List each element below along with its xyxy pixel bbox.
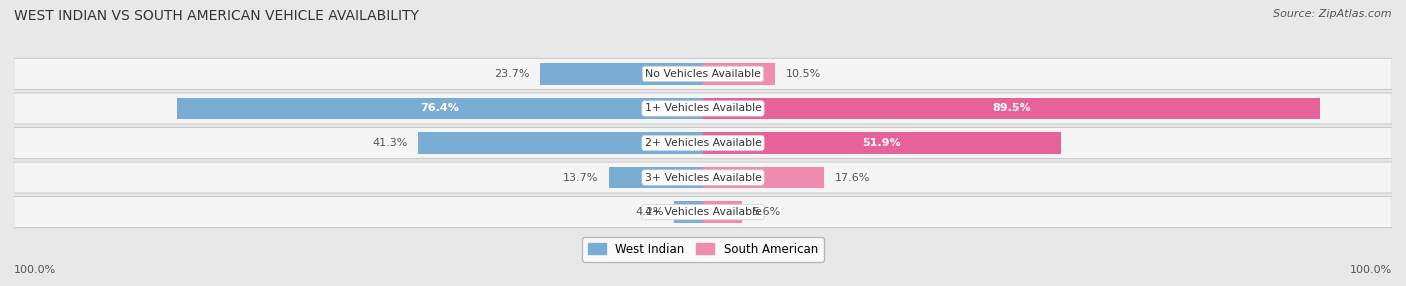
Text: 51.9%: 51.9% <box>862 138 901 148</box>
Text: WEST INDIAN VS SOUTH AMERICAN VEHICLE AVAILABILITY: WEST INDIAN VS SOUTH AMERICAN VEHICLE AV… <box>14 9 419 23</box>
Text: 13.7%: 13.7% <box>562 172 599 182</box>
Text: 5.6%: 5.6% <box>752 207 780 217</box>
Bar <box>673 201 703 223</box>
Text: 1+ Vehicles Available: 1+ Vehicles Available <box>644 104 762 114</box>
Text: 4+ Vehicles Available: 4+ Vehicles Available <box>644 207 762 217</box>
Text: 10.5%: 10.5% <box>786 69 821 79</box>
Bar <box>419 132 703 154</box>
FancyBboxPatch shape <box>14 196 1392 228</box>
Text: No Vehicles Available: No Vehicles Available <box>645 69 761 79</box>
FancyBboxPatch shape <box>14 128 1392 158</box>
Text: 2+ Vehicles Available: 2+ Vehicles Available <box>644 138 762 148</box>
Text: 100.0%: 100.0% <box>1350 265 1392 275</box>
Text: 3+ Vehicles Available: 3+ Vehicles Available <box>644 172 762 182</box>
Legend: West Indian, South American: West Indian, South American <box>582 237 824 262</box>
Text: 23.7%: 23.7% <box>494 69 530 79</box>
Bar <box>703 201 741 223</box>
Text: 4.2%: 4.2% <box>636 207 664 217</box>
Text: 76.4%: 76.4% <box>420 104 460 114</box>
Text: 89.5%: 89.5% <box>993 104 1031 114</box>
Bar <box>177 98 703 119</box>
Bar <box>609 167 703 188</box>
Text: 100.0%: 100.0% <box>14 265 56 275</box>
Bar <box>540 63 703 85</box>
Bar <box>703 98 1320 119</box>
FancyBboxPatch shape <box>14 58 1392 90</box>
Bar <box>703 132 1060 154</box>
Text: 17.6%: 17.6% <box>835 172 870 182</box>
Text: 41.3%: 41.3% <box>373 138 408 148</box>
FancyBboxPatch shape <box>14 162 1392 193</box>
Bar <box>703 63 775 85</box>
FancyBboxPatch shape <box>14 93 1392 124</box>
Bar <box>703 167 824 188</box>
Text: Source: ZipAtlas.com: Source: ZipAtlas.com <box>1274 9 1392 19</box>
